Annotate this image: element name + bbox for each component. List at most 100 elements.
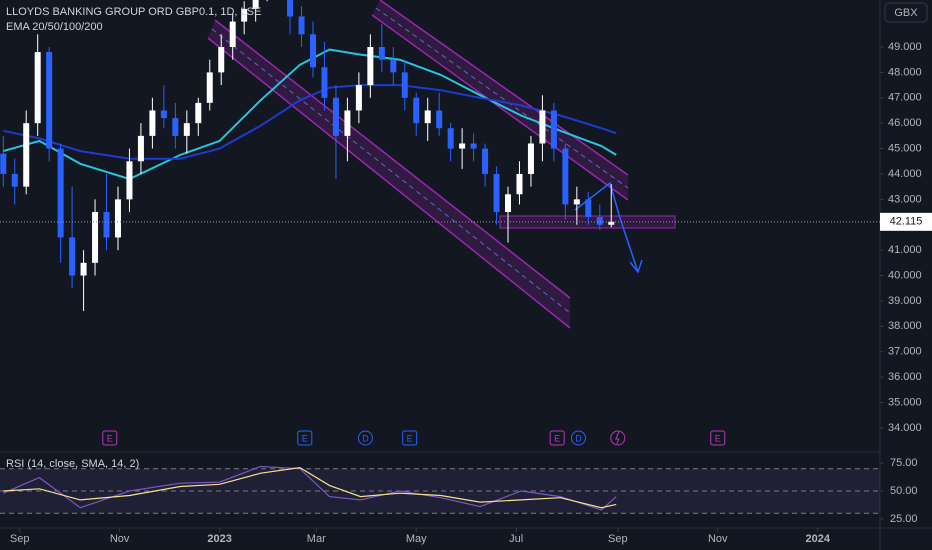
candle-body	[195, 102, 202, 124]
channel-mid	[375, 7, 629, 189]
candle-body	[424, 110, 431, 124]
candle-body	[229, 21, 236, 47]
x-tick-label: 2024	[805, 533, 830, 545]
event-label: D	[575, 433, 582, 443]
candle-body	[126, 161, 133, 200]
drawings	[207, 0, 676, 329]
currency-label[interactable]: GBX	[894, 7, 918, 19]
candle-body	[493, 173, 500, 213]
x-tick-label: Mar	[307, 533, 326, 545]
candle-body	[436, 110, 443, 129]
event-label: E	[715, 433, 721, 443]
chart-title: LLOYDS BANKING GROUP ORD GBP0.1, 1D, LSE	[6, 6, 261, 18]
y-tick-label: 37.000	[888, 346, 922, 358]
main-pane	[0, 0, 880, 329]
candle-body	[80, 262, 87, 276]
candle-body	[183, 123, 190, 136]
candle-body	[149, 110, 156, 136]
channel-line	[207, 37, 571, 329]
candle-body	[390, 59, 397, 73]
candle-body	[482, 148, 489, 174]
rsi-y-tick-label: 75.00	[890, 457, 918, 469]
x-tick-label: Jul	[509, 533, 523, 545]
y-tick-label: 47.000	[888, 92, 922, 104]
candle-body	[92, 212, 99, 263]
rsi-sma-line	[3, 466, 617, 509]
candle-body	[206, 72, 213, 103]
candle-body	[355, 85, 362, 111]
x-tick-label: May	[406, 533, 427, 545]
candle-body	[137, 135, 144, 162]
last-price-label: 42.115	[890, 216, 923, 228]
y-tick-label: 46.000	[888, 117, 922, 129]
y-tick-label: 49.000	[888, 41, 922, 53]
event-label: D	[362, 433, 369, 443]
last-price-box	[880, 212, 932, 231]
x-tick-label: Sep	[10, 533, 30, 545]
event-marker	[102, 430, 118, 446]
candle-body	[539, 110, 546, 144]
y-tick-label: 48.000	[888, 66, 922, 78]
x-tick-label: Nov	[708, 533, 728, 545]
ema-line	[3, 84, 617, 160]
channel-mid	[211, 28, 571, 314]
candle-body	[34, 52, 41, 124]
event-label: E	[407, 433, 413, 443]
candle-body	[550, 110, 557, 149]
event-marker	[357, 430, 373, 446]
candle-body	[11, 173, 18, 187]
event-marker	[570, 430, 586, 446]
candle-body	[344, 110, 351, 136]
candle-body	[0, 153, 7, 174]
arrow-head	[629, 259, 643, 274]
dividend-icon	[610, 430, 626, 446]
event-marker	[297, 430, 313, 446]
candle-body	[160, 110, 167, 119]
candle-body	[287, 0, 294, 17]
ema-line	[3, 48, 617, 181]
candle-body	[218, 46, 225, 73]
event-label: E	[107, 433, 113, 443]
candle-body	[505, 194, 512, 213]
candle-body	[378, 46, 385, 60]
y-tick-label: 40.000	[888, 269, 922, 281]
candle-body	[46, 52, 53, 149]
x-tick-label: 2023	[207, 533, 231, 545]
indicator-label: EMA 20/50/100/200	[6, 21, 103, 33]
event-marker	[549, 430, 565, 446]
event-marker	[402, 430, 418, 446]
x-tick-label: Sep	[608, 533, 628, 545]
x-tick-label: Nov	[110, 533, 130, 545]
event-marker	[710, 430, 726, 446]
y-tick-label: 34.000	[888, 422, 922, 434]
event-label: E	[302, 433, 308, 443]
candle-body	[298, 16, 305, 35]
candle-body	[23, 123, 30, 187]
y-tick-label: 39.000	[888, 295, 922, 307]
candle-body	[401, 72, 408, 98]
candle-body	[447, 128, 454, 149]
y-tick-label: 41.000	[888, 244, 922, 256]
candle-body	[309, 34, 316, 68]
rsi-label: RSI (14, close, SMA, 14, 2)	[6, 458, 139, 470]
channel-line	[371, 14, 629, 201]
candle-body	[367, 46, 374, 86]
y-tick-label: 38.000	[888, 320, 922, 332]
y-tick-label: 44.000	[888, 168, 922, 180]
currency-button[interactable]	[884, 2, 928, 23]
rsi-pane	[0, 465, 880, 514]
candle-body	[527, 143, 534, 174]
candle-body	[172, 118, 179, 136]
y-tick-label: 36.000	[888, 371, 922, 383]
candle-body	[114, 199, 121, 238]
projection-arrow	[574, 181, 639, 273]
candle-body	[562, 148, 569, 205]
candle-body	[103, 212, 110, 238]
candle-body	[321, 67, 328, 98]
candle-body	[69, 237, 76, 276]
rsi-y-tick-label: 25.00	[890, 513, 918, 525]
candle-body	[57, 148, 64, 238]
candle-body	[459, 143, 466, 149]
